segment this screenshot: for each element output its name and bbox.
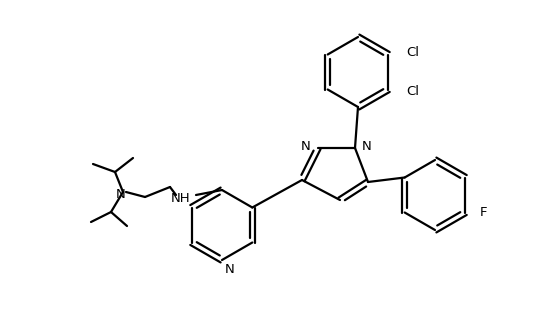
- Text: NH: NH: [170, 192, 190, 205]
- Text: Cl: Cl: [406, 85, 419, 98]
- Text: N: N: [362, 141, 372, 154]
- Text: F: F: [479, 206, 487, 219]
- Text: Cl: Cl: [406, 46, 419, 59]
- Text: N: N: [301, 141, 311, 154]
- Text: N: N: [116, 187, 126, 200]
- Text: N: N: [225, 263, 235, 276]
